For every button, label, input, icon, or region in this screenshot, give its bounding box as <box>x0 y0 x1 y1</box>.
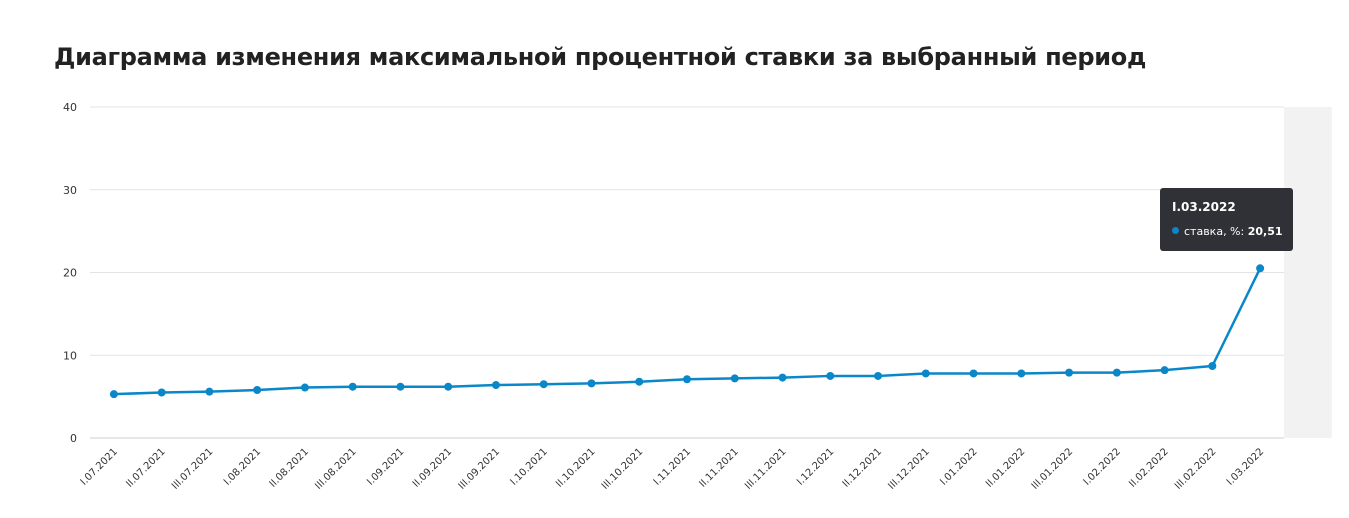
data-point <box>635 377 644 386</box>
y-tick-label: 40 <box>63 101 77 114</box>
x-tick-label: III.12.2021 <box>886 446 932 492</box>
data-point <box>539 380 548 389</box>
data-point <box>1256 264 1265 273</box>
data-point <box>1112 368 1121 377</box>
x-tick-label: II.01.2022 <box>984 446 1027 489</box>
data-point <box>1160 366 1169 375</box>
x-tick-label: I.10.2021 <box>508 446 549 487</box>
tooltip-series-dot <box>1172 227 1179 234</box>
data-point <box>300 383 309 392</box>
data-point <box>1017 369 1026 378</box>
x-tick-label: II.10.2021 <box>554 446 597 489</box>
x-tick-label: I.11.2021 <box>652 446 693 487</box>
x-tick-label: III.02.2022 <box>1173 446 1219 492</box>
x-tick-label: III.10.2021 <box>600 446 646 492</box>
x-tick-label: I.01.2022 <box>938 446 979 487</box>
x-tick-label: II.11.2021 <box>697 446 740 489</box>
data-point <box>683 375 691 384</box>
y-tick-label: 30 <box>63 184 77 197</box>
tooltip-row: ставка, %: 20,51 <box>1172 225 1283 238</box>
data-point <box>253 386 262 395</box>
data-point <box>921 369 930 378</box>
x-tick-label: III.08.2021 <box>313 446 359 492</box>
data-point <box>109 390 118 399</box>
x-tick-label: III.07.2021 <box>170 446 216 492</box>
data-point <box>205 387 214 396</box>
x-tick-label: III.11.2021 <box>743 446 789 492</box>
data-point <box>491 381 500 390</box>
x-tick-label: II.07.2021 <box>124 446 167 489</box>
tooltip-series-label: ставка, %: <box>1184 225 1245 238</box>
x-tick-label: II.08.2021 <box>268 446 311 489</box>
data-point <box>444 382 453 391</box>
x-tick-label: II.02.2022 <box>1127 446 1170 489</box>
data-point <box>874 371 883 380</box>
y-tick-label: 20 <box>63 267 77 280</box>
x-tick-label: I.08.2021 <box>222 446 263 487</box>
x-tick-label: I.09.2021 <box>365 446 406 487</box>
chart-title: Диаграмма изменения максимальной процент… <box>54 43 1147 71</box>
data-point <box>1208 362 1217 371</box>
data-point <box>157 388 166 397</box>
x-tick-label: I.02.2022 <box>1082 446 1123 487</box>
x-tick-label: III.09.2021 <box>457 446 503 492</box>
data-point <box>396 382 405 391</box>
x-tick-label: II.12.2021 <box>841 446 884 489</box>
highlight-column <box>1284 107 1332 438</box>
data-point <box>826 371 835 380</box>
data-point <box>730 374 739 383</box>
x-tick-label: I.12.2021 <box>795 446 836 487</box>
data-point <box>778 373 787 382</box>
y-tick-label: 0 <box>70 432 77 445</box>
x-tick-label: I.03.2022 <box>1225 446 1266 487</box>
tooltip-title: I.03.2022 <box>1172 200 1236 214</box>
tooltip-value: 20,51 <box>1247 225 1283 238</box>
data-point <box>348 382 357 391</box>
data-point <box>587 379 596 388</box>
chart-tooltip: I.03.2022 ставка, %: 20,51 <box>1160 188 1293 251</box>
data-point <box>1065 368 1074 377</box>
x-tick-label: II.09.2021 <box>411 446 454 489</box>
data-point <box>969 369 978 378</box>
x-tick-label: I.07.2021 <box>79 446 120 487</box>
y-tick-label: 10 <box>63 349 77 362</box>
x-tick-label: III.01.2022 <box>1030 446 1076 492</box>
